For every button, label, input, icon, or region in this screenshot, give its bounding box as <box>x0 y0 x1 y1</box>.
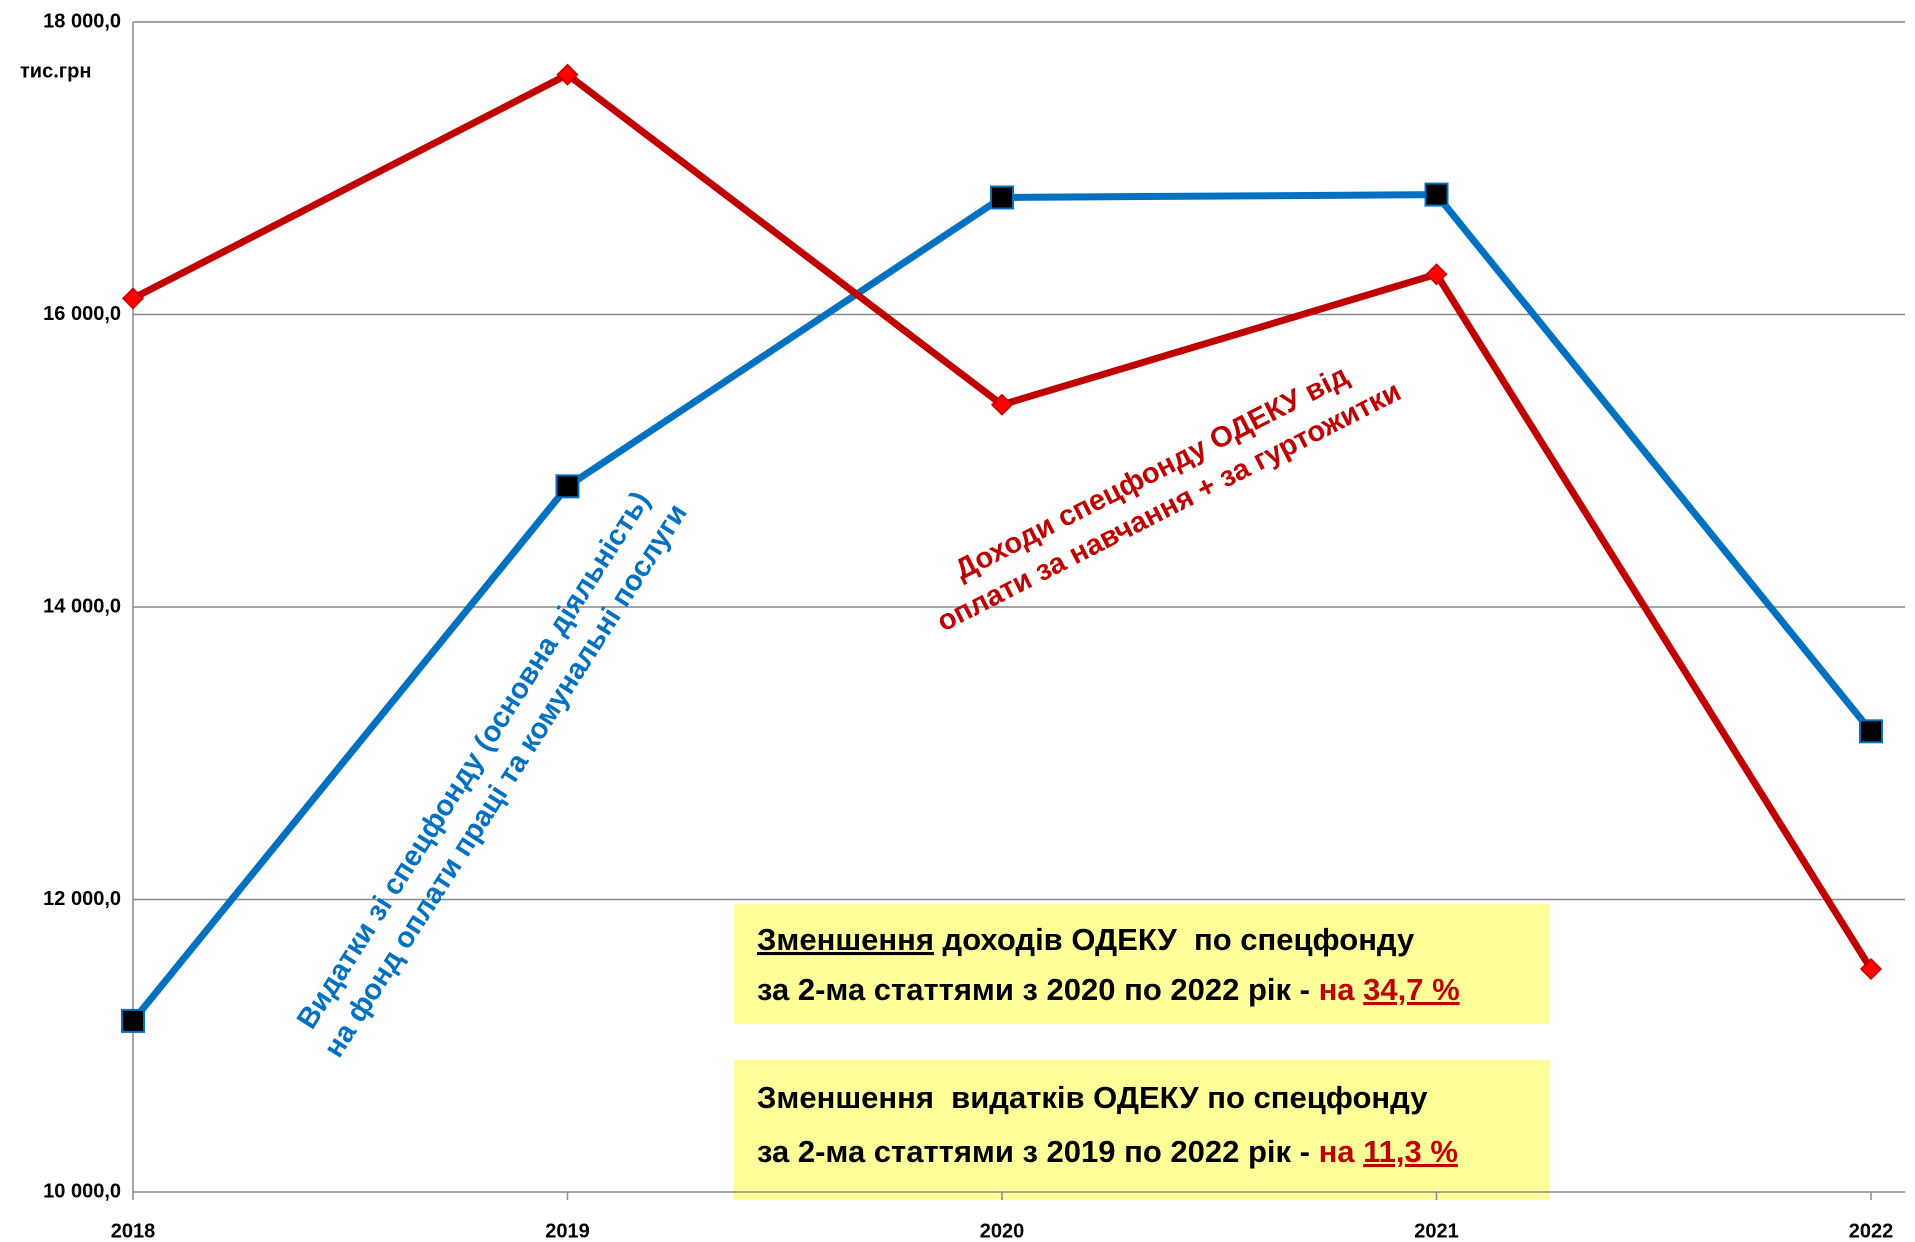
annotation-text: доходів ОДЕКУ по спецфонду <box>934 922 1415 957</box>
annotation-text: за 2-ма статтями з 2019 по 2022 рік - <box>757 1134 1319 1169</box>
series-label-line: Доходи спецфонду ОДЕКУ від <box>950 360 1354 587</box>
annotation-text: Зменшення видатків ОДЕКУ по спецфонду <box>757 1080 1428 1115</box>
series-label-line: на фонд оплати праці та комунальні послу… <box>318 498 694 1063</box>
annotation-box <box>734 1060 1549 1200</box>
y-tick-label: 12 000,0 <box>43 888 121 910</box>
annotation-text: на <box>1319 1134 1364 1169</box>
annotation-line: за 2-ма статтями з 2020 по 2022 рік - на… <box>757 972 1460 1007</box>
marker <box>121 287 145 310</box>
marker <box>1424 182 1449 207</box>
annotation-line: за 2-ма статтями з 2019 по 2022 рік - на… <box>757 1134 1458 1169</box>
marker <box>1425 263 1448 286</box>
marker <box>555 474 580 499</box>
annotation-text: 11,3 % <box>1363 1134 1458 1169</box>
series-label-line: оплати за навчання + за гуртожитки <box>932 375 1406 638</box>
marker <box>990 393 1014 416</box>
y-tick-label: 14 000,0 <box>43 595 121 617</box>
annotation-line: Зменшення видатків ОДЕКУ по спецфонду <box>757 1080 1428 1115</box>
annotation-text: 34,7 % <box>1363 972 1460 1007</box>
marker <box>1859 957 1883 981</box>
marker <box>1859 719 1883 744</box>
marker <box>990 185 1014 210</box>
series-label: Видатки зі спецфонду (основна діяльність… <box>291 486 694 1063</box>
x-tick-label: 2021 <box>1414 1220 1459 1242</box>
annotation-text: на <box>1319 972 1364 1007</box>
annotation-line: Зменшення доходів ОДЕКУ по спецфонду <box>757 922 1415 957</box>
y-axis-label: тис.грн <box>20 60 91 82</box>
y-tick-label: 18 000,0 <box>43 10 121 32</box>
x-tick-label: 2020 <box>980 1220 1025 1242</box>
x-tick-label: 2022 <box>1849 1220 1894 1242</box>
annotation-text: за 2-ма статтями з 2020 по 2022 рік - <box>757 972 1319 1007</box>
x-tick-label: 2018 <box>111 1220 156 1242</box>
marker <box>556 63 579 86</box>
y-tick-label: 10 000,0 <box>43 1180 121 1202</box>
x-tick-label: 2019 <box>545 1220 590 1242</box>
annotation-text: Зменшення <box>757 922 934 957</box>
annotation-box <box>734 904 1549 1024</box>
y-tick-label: 16 000,0 <box>43 303 121 325</box>
marker <box>121 1008 145 1033</box>
